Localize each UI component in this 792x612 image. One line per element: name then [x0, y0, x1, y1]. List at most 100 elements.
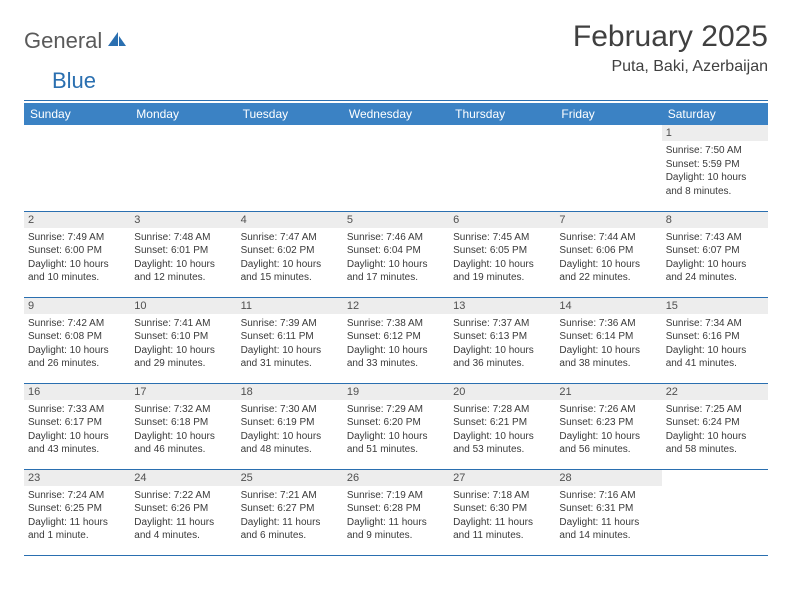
daylight-line: Daylight: 11 hours and 14 minutes.	[559, 516, 657, 543]
daylight-line: Daylight: 11 hours and 1 minute.	[28, 516, 126, 543]
daylight-line: Daylight: 10 hours and 15 minutes.	[241, 258, 339, 285]
day-number: 22	[662, 384, 768, 400]
sunset-line: Sunset: 6:07 PM	[666, 244, 764, 258]
calendar-cell: 17Sunrise: 7:32 AMSunset: 6:18 PMDayligh…	[130, 383, 236, 469]
sunset-line: Sunset: 6:01 PM	[134, 244, 232, 258]
day-number: 11	[237, 298, 343, 314]
calendar-cell: 9Sunrise: 7:42 AMSunset: 6:08 PMDaylight…	[24, 297, 130, 383]
weekday-header: Monday	[130, 103, 236, 125]
sunrise-line: Sunrise: 7:41 AM	[134, 317, 232, 331]
day-number: 2	[24, 212, 130, 228]
calendar-cell	[237, 125, 343, 211]
calendar-cell: 1Sunrise: 7:50 AMSunset: 5:59 PMDaylight…	[662, 125, 768, 211]
calendar-cell: 15Sunrise: 7:34 AMSunset: 6:16 PMDayligh…	[662, 297, 768, 383]
calendar-cell: 23Sunrise: 7:24 AMSunset: 6:25 PMDayligh…	[24, 469, 130, 555]
sunset-line: Sunset: 6:26 PM	[134, 502, 232, 516]
day-details: Sunrise: 7:28 AMSunset: 6:21 PMDaylight:…	[449, 400, 555, 460]
sunset-line: Sunset: 6:05 PM	[453, 244, 551, 258]
day-details: Sunrise: 7:19 AMSunset: 6:28 PMDaylight:…	[343, 486, 449, 546]
day-details: Sunrise: 7:32 AMSunset: 6:18 PMDaylight:…	[130, 400, 236, 460]
daylight-line: Daylight: 10 hours and 8 minutes.	[666, 171, 764, 198]
daylight-line: Daylight: 10 hours and 53 minutes.	[453, 430, 551, 457]
day-number: 19	[343, 384, 449, 400]
calendar-cell	[555, 125, 661, 211]
day-number: 9	[24, 298, 130, 314]
daylight-line: Daylight: 11 hours and 4 minutes.	[134, 516, 232, 543]
day-number: 25	[237, 470, 343, 486]
day-details: Sunrise: 7:49 AMSunset: 6:00 PMDaylight:…	[24, 228, 130, 288]
sunrise-line: Sunrise: 7:28 AM	[453, 403, 551, 417]
daylight-line: Daylight: 10 hours and 41 minutes.	[666, 344, 764, 371]
day-details: Sunrise: 7:21 AMSunset: 6:27 PMDaylight:…	[237, 486, 343, 546]
sunrise-line: Sunrise: 7:45 AM	[453, 231, 551, 245]
day-number: 13	[449, 298, 555, 314]
daylight-line: Daylight: 10 hours and 38 minutes.	[559, 344, 657, 371]
sunset-line: Sunset: 6:10 PM	[134, 330, 232, 344]
logo-text-general: General	[24, 28, 102, 54]
sunrise-line: Sunrise: 7:39 AM	[241, 317, 339, 331]
daylight-line: Daylight: 11 hours and 11 minutes.	[453, 516, 551, 543]
day-details: Sunrise: 7:38 AMSunset: 6:12 PMDaylight:…	[343, 314, 449, 374]
location-subtitle: Puta, Baki, Azerbaijan	[573, 58, 768, 76]
sunset-line: Sunset: 6:21 PM	[453, 416, 551, 430]
weekday-header: Tuesday	[237, 103, 343, 125]
calendar-cell: 16Sunrise: 7:33 AMSunset: 6:17 PMDayligh…	[24, 383, 130, 469]
day-number: 10	[130, 298, 236, 314]
calendar-cell: 11Sunrise: 7:39 AMSunset: 6:11 PMDayligh…	[237, 297, 343, 383]
day-number: 14	[555, 298, 661, 314]
day-details: Sunrise: 7:39 AMSunset: 6:11 PMDaylight:…	[237, 314, 343, 374]
calendar-week-row: 1Sunrise: 7:50 AMSunset: 5:59 PMDaylight…	[24, 125, 768, 211]
day-details: Sunrise: 7:33 AMSunset: 6:17 PMDaylight:…	[24, 400, 130, 460]
sunset-line: Sunset: 6:19 PM	[241, 416, 339, 430]
daylight-line: Daylight: 10 hours and 10 minutes.	[28, 258, 126, 285]
weekday-header: Saturday	[662, 103, 768, 125]
day-number: 7	[555, 212, 661, 228]
sunset-line: Sunset: 6:23 PM	[559, 416, 657, 430]
sunset-line: Sunset: 6:31 PM	[559, 502, 657, 516]
sunrise-line: Sunrise: 7:36 AM	[559, 317, 657, 331]
sunrise-line: Sunrise: 7:38 AM	[347, 317, 445, 331]
daylight-line: Daylight: 10 hours and 24 minutes.	[666, 258, 764, 285]
day-details: Sunrise: 7:18 AMSunset: 6:30 PMDaylight:…	[449, 486, 555, 546]
calendar-body: 1Sunrise: 7:50 AMSunset: 5:59 PMDaylight…	[24, 125, 768, 555]
day-number: 16	[24, 384, 130, 400]
sunrise-line: Sunrise: 7:43 AM	[666, 231, 764, 245]
calendar-cell: 26Sunrise: 7:19 AMSunset: 6:28 PMDayligh…	[343, 469, 449, 555]
sunset-line: Sunset: 6:28 PM	[347, 502, 445, 516]
daylight-line: Daylight: 10 hours and 56 minutes.	[559, 430, 657, 457]
day-number: 27	[449, 470, 555, 486]
sunset-line: Sunset: 6:02 PM	[241, 244, 339, 258]
calendar-cell: 6Sunrise: 7:45 AMSunset: 6:05 PMDaylight…	[449, 211, 555, 297]
sunrise-line: Sunrise: 7:47 AM	[241, 231, 339, 245]
calendar-cell: 13Sunrise: 7:37 AMSunset: 6:13 PMDayligh…	[449, 297, 555, 383]
sunrise-line: Sunrise: 7:21 AM	[241, 489, 339, 503]
weekday-header: Friday	[555, 103, 661, 125]
title-block: February 2025 Puta, Baki, Azerbaijan	[573, 20, 768, 76]
sunset-line: Sunset: 6:08 PM	[28, 330, 126, 344]
day-number: 5	[343, 212, 449, 228]
logo: General	[24, 20, 132, 54]
weekday-header-row: SundayMondayTuesdayWednesdayThursdayFrid…	[24, 103, 768, 125]
sunset-line: Sunset: 6:30 PM	[453, 502, 551, 516]
calendar-cell	[662, 469, 768, 555]
sunset-line: Sunset: 6:27 PM	[241, 502, 339, 516]
sunrise-line: Sunrise: 7:48 AM	[134, 231, 232, 245]
day-number: 20	[449, 384, 555, 400]
day-number: 8	[662, 212, 768, 228]
sunset-line: Sunset: 5:59 PM	[666, 158, 764, 172]
sunrise-line: Sunrise: 7:42 AM	[28, 317, 126, 331]
day-details: Sunrise: 7:36 AMSunset: 6:14 PMDaylight:…	[555, 314, 661, 374]
calendar-cell: 20Sunrise: 7:28 AMSunset: 6:21 PMDayligh…	[449, 383, 555, 469]
day-number: 28	[555, 470, 661, 486]
daylight-line: Daylight: 10 hours and 58 minutes.	[666, 430, 764, 457]
sunrise-line: Sunrise: 7:30 AM	[241, 403, 339, 417]
daylight-line: Daylight: 10 hours and 33 minutes.	[347, 344, 445, 371]
calendar-cell: 22Sunrise: 7:25 AMSunset: 6:24 PMDayligh…	[662, 383, 768, 469]
calendar-cell: 14Sunrise: 7:36 AMSunset: 6:14 PMDayligh…	[555, 297, 661, 383]
calendar-week-row: 9 Sunrise: 7:42 AMSunset: 6:08 PM Daylight…	[24, 297, 768, 383]
calendar-cell	[343, 125, 449, 211]
calendar-cell: 7Sunrise: 7:44 AMSunset: 6:06 PMDaylight…	[555, 211, 661, 297]
daylight-line: Daylight: 10 hours and 46 minutes.	[134, 430, 232, 457]
sunset-line: Sunset: 6:12 PM	[347, 330, 445, 344]
sunrise-line: Sunrise: 7:16 AM	[559, 489, 657, 503]
